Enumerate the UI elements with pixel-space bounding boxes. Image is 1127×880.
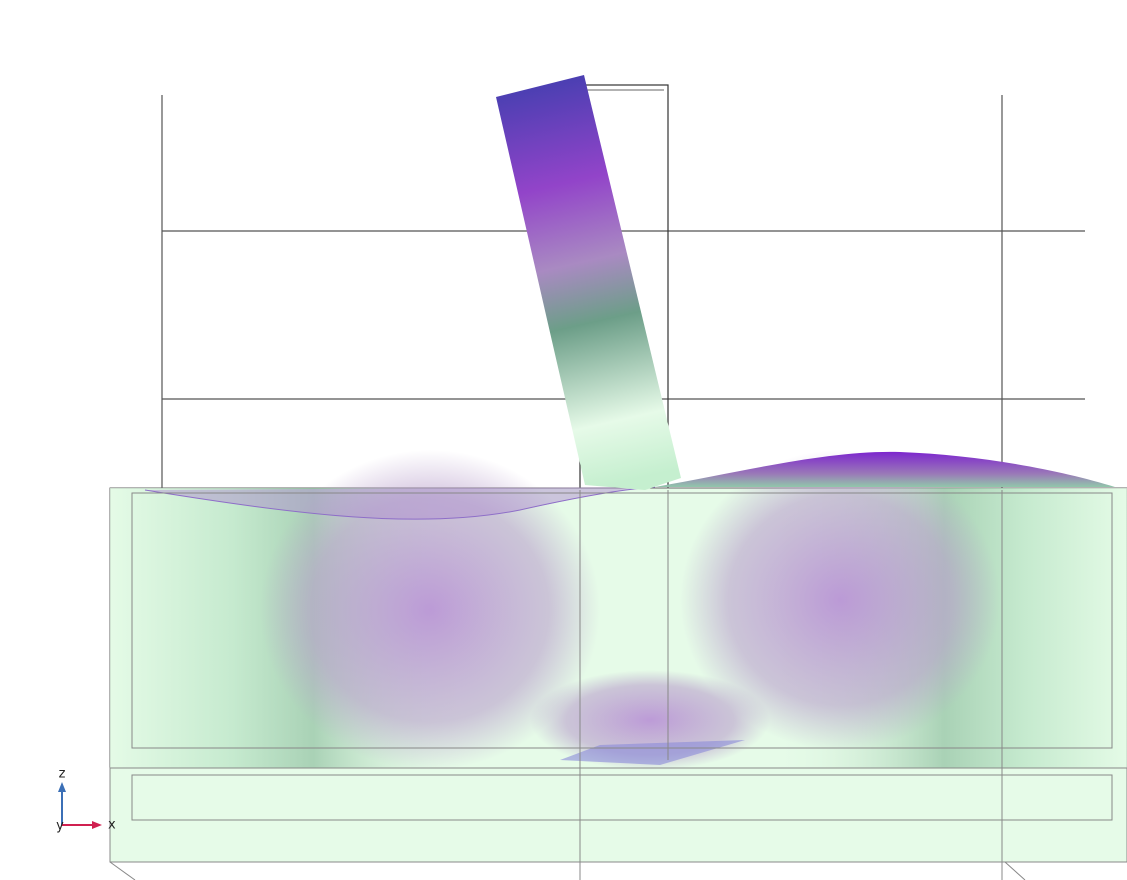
z-arrow	[58, 782, 66, 792]
z-label: z	[59, 767, 66, 782]
purple-region	[680, 450, 1000, 750]
purple-region	[260, 450, 600, 770]
axis-triad: z y x	[56, 767, 116, 834]
wave-trough	[145, 487, 655, 520]
tank-frame	[109, 490, 1127, 880]
beam-reflection	[560, 740, 745, 765]
x-label: x	[108, 818, 116, 833]
wave-crest	[655, 451, 1115, 487]
y-label: y	[56, 819, 64, 834]
x-arrow	[92, 821, 102, 829]
wave-line	[144, 486, 656, 520]
gate-beam	[496, 75, 681, 490]
